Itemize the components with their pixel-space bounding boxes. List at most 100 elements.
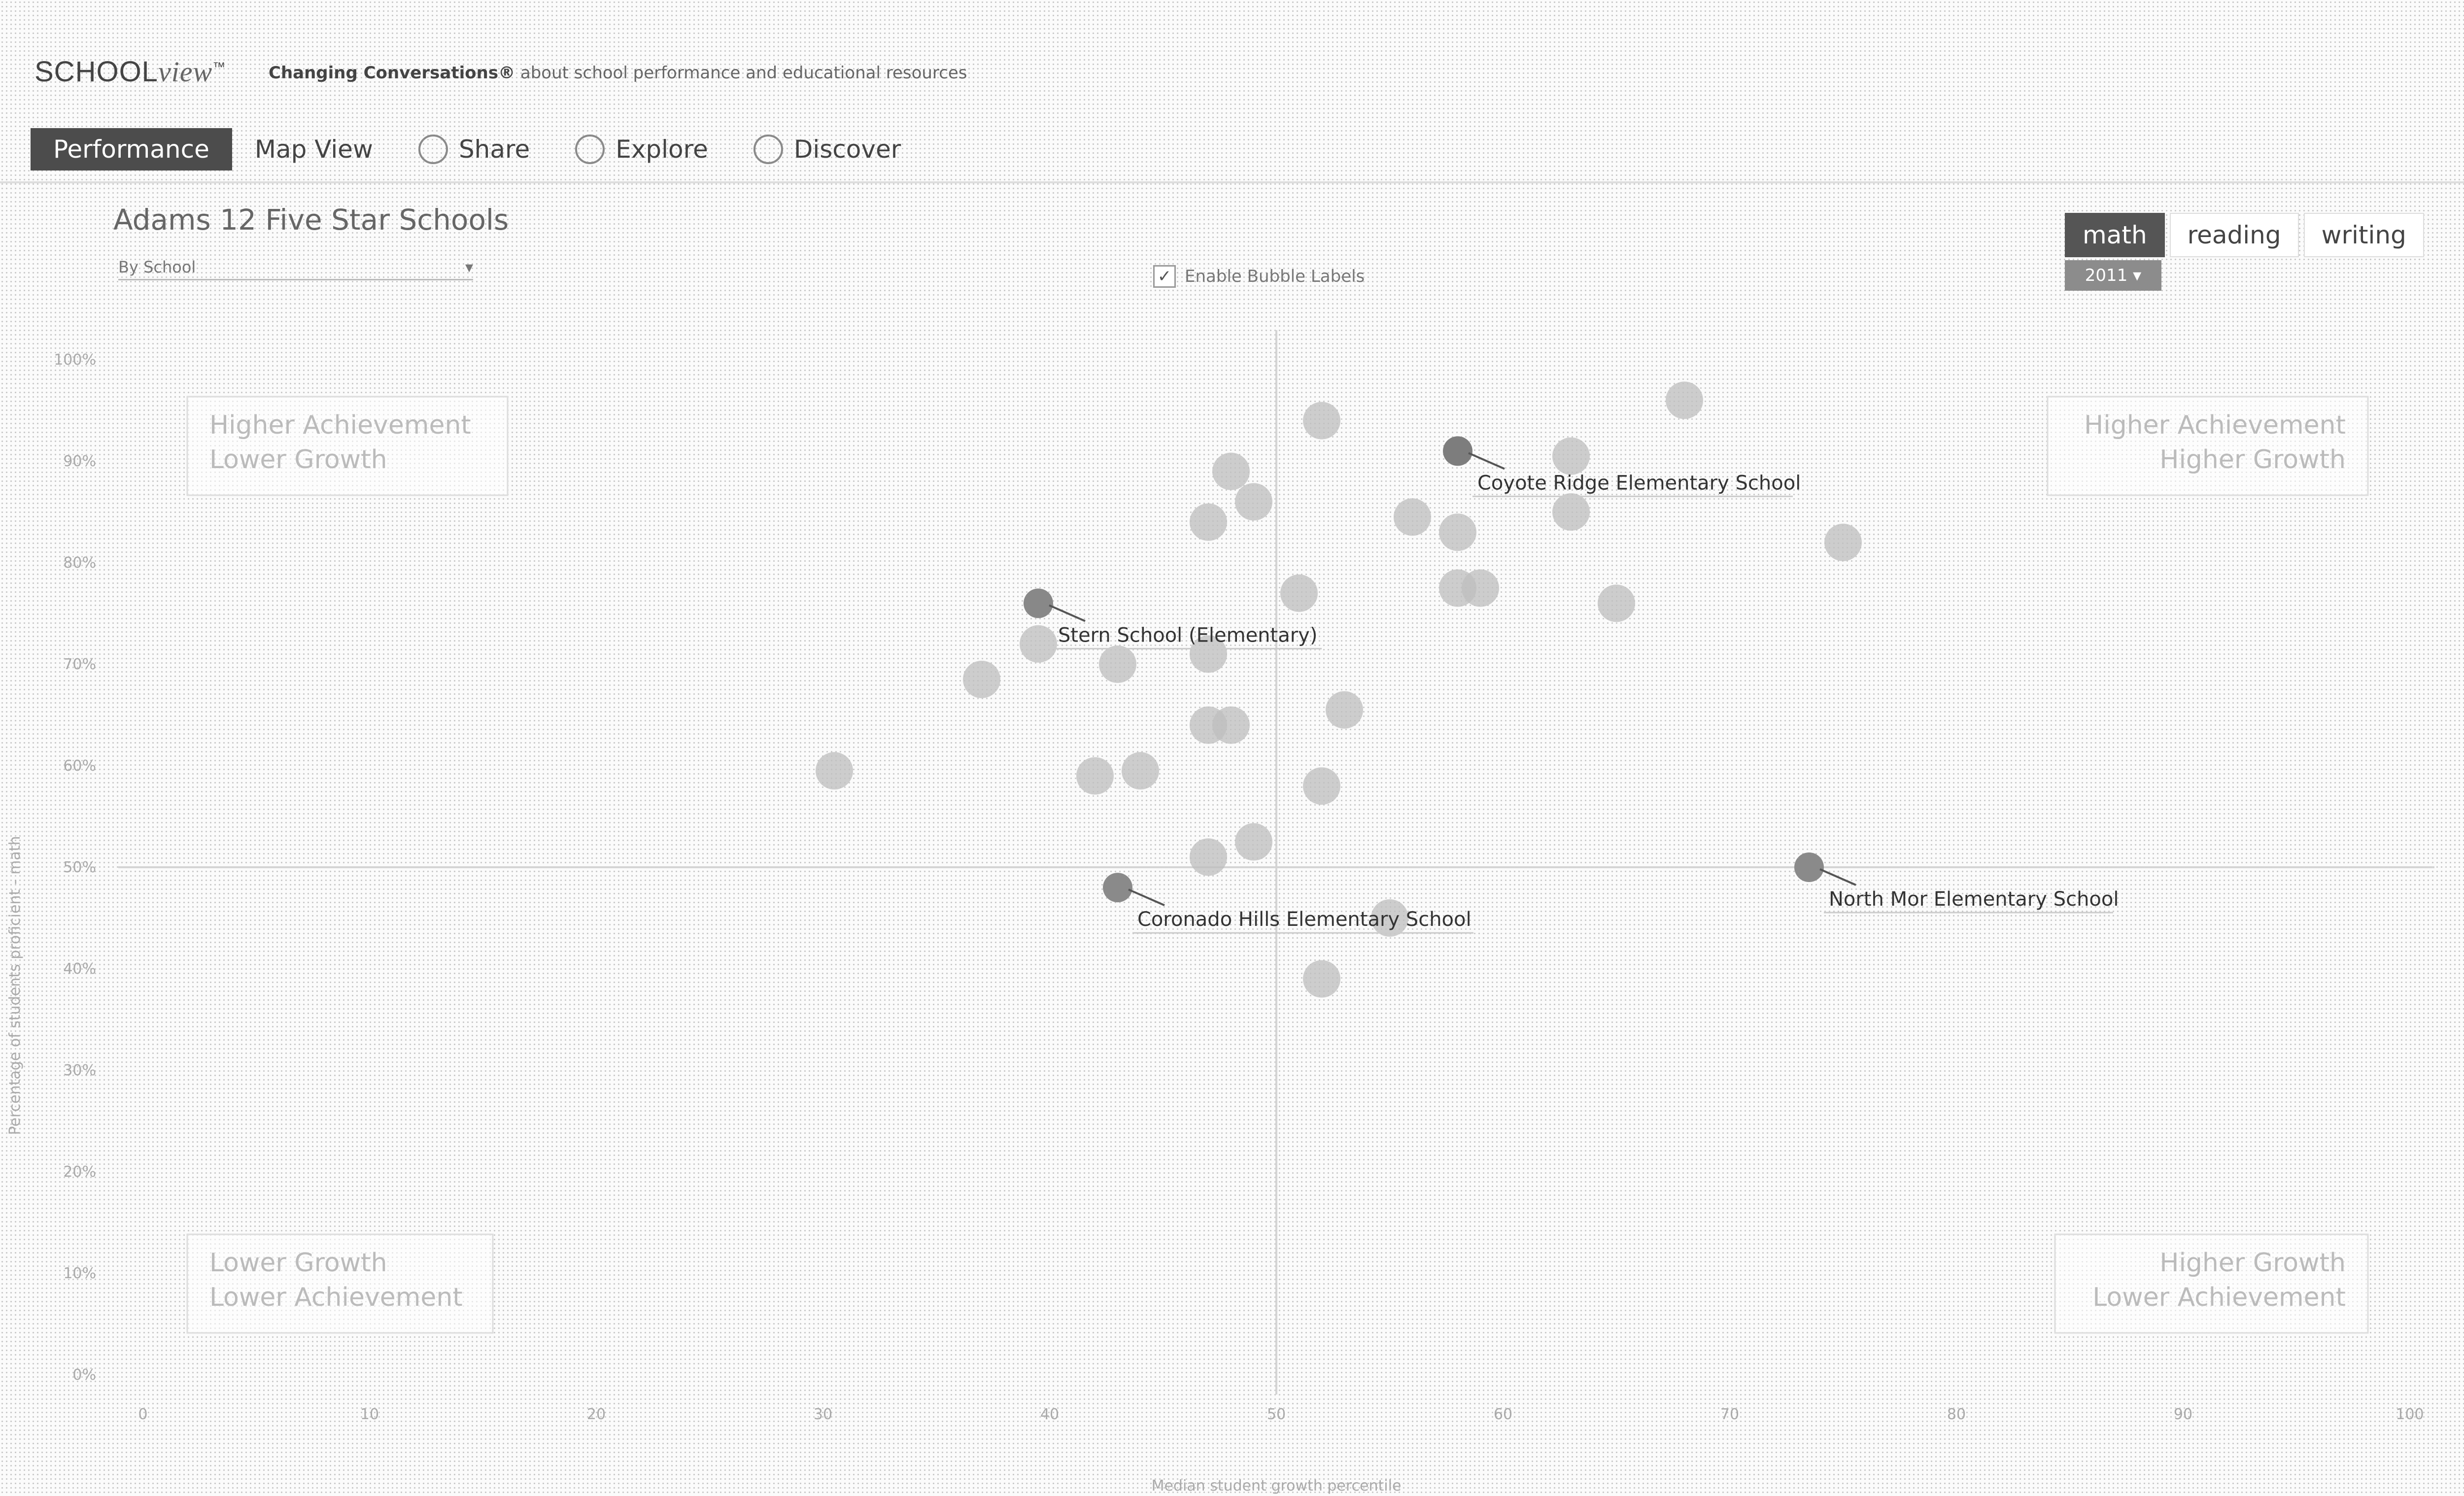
year-select[interactable]: 2011 ▾ [2065,260,2161,291]
quadrant-bottom-right-text: Higher Growth [2159,1248,2346,1278]
data-point [1666,381,1703,419]
header-divider [0,181,2464,183]
quadrant-labels: Higher Achievement Lower Growth Higher Ach… [186,396,2369,1334]
x-tick-label: 60 [1494,1406,1512,1423]
y-tick-label: 0% [72,1366,96,1384]
subject-tabs: math reading writing [2065,213,2424,257]
nav-discover[interactable]: Discover [731,128,924,171]
data-point [1020,625,1057,663]
quadrant-bottom-right-box [2054,1233,2369,1334]
page-title: Adams 12 Five Star Schools [113,203,509,237]
quadrant-top-right-text: Higher Growth [2159,445,2346,475]
year-value: 2011 [2085,266,2128,285]
quadrant-bottom-left-box [186,1233,494,1334]
nav-explore[interactable]: Explore [552,128,731,171]
y-tick-label: 100% [54,351,96,369]
labeled-point: Coronado Hills Elementary School [1103,873,1473,934]
data-point [1303,960,1340,998]
nav-share-label: Share [458,135,530,164]
data-point [1076,757,1114,795]
labeled-point-leader [1819,868,1856,886]
labeled-point-text: North Mor Elementary School [1829,888,2119,911]
labeled-point-text: Coronado Hills Elementary School [1137,908,1472,931]
y-tick-label: 20% [63,1163,96,1181]
labeled-point-bubble [1443,436,1472,466]
y-tick-label: 80% [63,554,96,572]
x-axis-label: Median student growth percentile [1152,1477,1402,1495]
nav-explore-label: Explore [616,135,708,164]
nav-share[interactable]: Share [396,128,552,171]
quadrant-top-left-text: Higher Achievement [209,410,471,440]
data-point [1190,503,1227,541]
labeled-point-bubble [1794,852,1824,882]
labeled-point-text: Stern School (Elementary) [1058,624,1317,646]
x-tick-label: 80 [1947,1406,1966,1423]
data-point [963,660,1000,698]
explore-icon [575,135,605,164]
x-tick-label: 90 [2174,1406,2192,1423]
tab-writing[interactable]: writing [2303,213,2424,257]
quadrant-top-left-box [186,396,509,496]
data-point [1235,823,1272,861]
data-point [1552,437,1590,475]
y-tick-label: 70% [63,656,96,673]
data-point [1212,452,1250,490]
data-point [1280,574,1318,612]
y-tick-label: 60% [63,757,96,775]
x-tick-label: 40 [1040,1406,1059,1423]
view-select-value: By School [118,258,196,276]
axis-ticks: 0 10 20 30 40 50 60 70 80 90 100 100% 90% 80% 70% 60% 50… [54,351,2424,1423]
x-tick-label: 100 [2396,1406,2424,1423]
data-point [1303,767,1340,805]
x-tick-label: 0 [138,1406,147,1423]
data-point [1303,402,1340,440]
main-nav: Performance Map View Share Explore Disco… [31,126,924,173]
chevron-down-icon: ▾ [465,258,473,276]
quadrant-bottom-right: Higher Growth Lower Achievement [2054,1233,2369,1334]
bubble-labels-toggle[interactable]: ✓ Enable Bubble Labels [1153,265,1365,288]
schoolview-logo[interactable]: SCHOOLview™ [34,55,226,88]
quadrant-top-right-text: Higher Achievement [2084,410,2346,440]
y-tick-label: 40% [63,960,96,978]
discover-icon [753,135,783,164]
tagline-bold: Changing Conversations® [269,63,515,83]
data-point [1552,493,1590,531]
quadrant-bottom-right-text: Lower Achievement [2092,1283,2346,1312]
data-point [1326,691,1363,729]
y-tick-label: 90% [63,453,96,470]
labeled-point-text: Coyote Ridge Elementary School [1477,472,1801,494]
labeled-point-leader [1049,604,1086,622]
bubble-labels-text: Enable Bubble Labels [1185,267,1365,286]
labeled-point: Coyote Ridge Elementary School [1443,436,1801,497]
x-tick-label: 30 [814,1406,832,1423]
data-point [1190,635,1227,673]
scatter-chart: Higher Achievement Lower Growth Higher Ach… [6,330,2434,1495]
nav-performance[interactable]: Performance [31,128,232,170]
x-tick-label: 50 [1267,1406,1286,1423]
data-point [1190,838,1227,876]
tab-reading[interactable]: reading [2169,213,2299,257]
y-tick-label: 10% [63,1265,96,1282]
data-points [816,381,1862,998]
nav-performance-label: Performance [53,135,209,164]
labeled-point-bubble [1024,588,1053,618]
bubble-labels-checkbox[interactable]: ✓ [1153,265,1176,288]
quadrant-bottom-left-text: Lower Growth [209,1248,387,1278]
quadrant-bottom-left: Lower Growth Lower Achievement [186,1233,494,1334]
tagline: Changing Conversations® about school per… [269,63,967,83]
tab-math[interactable]: math [2065,213,2165,257]
x-tick-label: 20 [587,1406,606,1423]
view-select[interactable]: By School ▾ [118,255,473,280]
quadrant-bottom-left-text: Lower Achievement [209,1283,463,1312]
nav-map-view[interactable]: Map View [232,128,396,170]
data-point [1212,706,1250,744]
labeled-points: Coyote Ridge Elementary School Stern Scho… [1024,436,2119,934]
nav-map-view-label: Map View [254,135,373,164]
data-point [1235,483,1272,521]
logo-trademark: ™ [212,59,226,74]
data-point [1462,569,1499,607]
y-axis-label: Percentage of students proficient - math [6,836,24,1135]
logo-view-text: view [158,56,213,88]
data-point [1394,498,1431,536]
y-tick-label: 50% [63,859,96,876]
